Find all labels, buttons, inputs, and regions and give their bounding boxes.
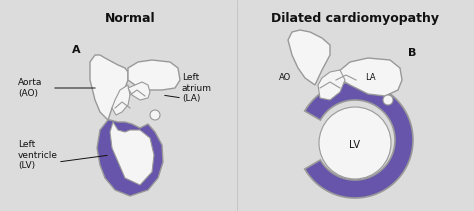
Text: AO: AO [279,73,291,83]
Polygon shape [110,122,154,185]
Text: Normal: Normal [105,12,155,25]
Circle shape [319,107,391,179]
Polygon shape [318,70,345,100]
Text: Aorta
(AO): Aorta (AO) [18,78,42,98]
Polygon shape [128,60,180,90]
Circle shape [383,95,393,105]
Polygon shape [338,58,402,96]
Polygon shape [305,82,413,198]
Polygon shape [90,55,128,120]
Text: Dilated cardiomyopathy: Dilated cardiomyopathy [271,12,439,25]
Text: LA: LA [365,73,375,83]
Polygon shape [97,120,163,196]
Text: A: A [72,45,81,55]
Text: B: B [408,48,416,58]
Polygon shape [112,85,130,115]
Polygon shape [128,82,150,100]
Text: Left
ventricle
(LV): Left ventricle (LV) [18,140,58,170]
Text: Left
atrium
(LA): Left atrium (LA) [182,73,212,103]
Polygon shape [288,30,330,85]
Text: LV: LV [349,140,361,150]
Circle shape [150,110,160,120]
